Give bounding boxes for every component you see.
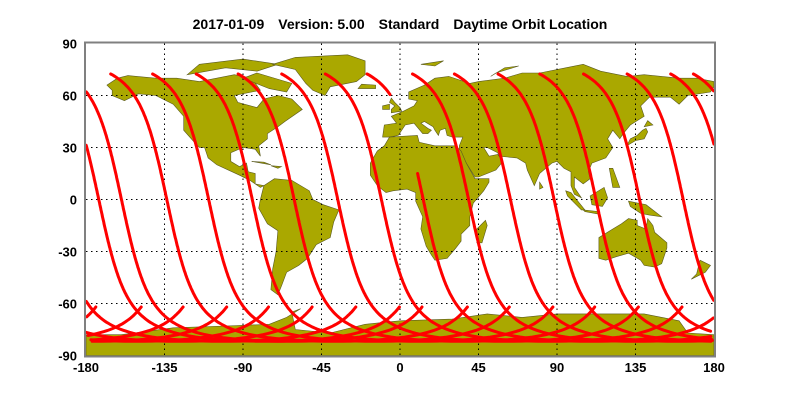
- title-date: 2017-01-09: [192, 16, 265, 32]
- land-sri-lanka: [539, 181, 544, 190]
- land-greenland: [271, 54, 366, 96]
- land-cuba: [251, 161, 272, 166]
- land-svalbard: [420, 60, 444, 67]
- orbit-track: [669, 72, 714, 146]
- y-tick-label: -90: [58, 349, 77, 364]
- land-iceland: [357, 83, 376, 89]
- land-ireland: [382, 103, 390, 110]
- x-tick-label: 0: [396, 360, 403, 375]
- orbit-track: [236, 72, 597, 343]
- x-tick-label: -135: [151, 360, 177, 375]
- orbit-track: [538, 72, 713, 341]
- land-japan: [626, 127, 649, 147]
- x-tick-label: -180: [73, 360, 99, 375]
- orbit-tracks: [86, 72, 714, 343]
- land-eurasia: [382, 63, 714, 199]
- land-borneo: [589, 186, 608, 207]
- land-australia: [598, 217, 668, 268]
- orbit-track: [496, 72, 713, 343]
- y-tick-label: 90: [63, 37, 77, 52]
- orbit-track: [86, 300, 358, 343]
- orbit-track: [86, 305, 143, 337]
- y-tick-label: 0: [70, 193, 77, 208]
- land-novaya-zemlya: [490, 65, 519, 77]
- orbit-track: [582, 72, 713, 333]
- orbit-track: [90, 305, 185, 342]
- land-uk: [389, 97, 403, 114]
- title-description: Daytime Orbit Location: [453, 16, 608, 32]
- x-axis-ticks: -180 -135 -90 -45 0 45 90 135 180: [73, 360, 725, 375]
- y-tick-label: -60: [58, 297, 77, 312]
- x-tick-label: 45: [471, 360, 485, 375]
- x-tick-label: 135: [625, 360, 647, 375]
- title-version: Version: 5.00: [278, 16, 365, 32]
- x-tick-label: -45: [312, 360, 331, 375]
- orbit-track: [280, 72, 640, 343]
- y-tick-label: -30: [58, 245, 77, 260]
- land-java: [582, 209, 600, 215]
- land-south-america: [258, 178, 340, 296]
- orbit-track: [416, 172, 714, 343]
- y-tick-label: 60: [63, 89, 77, 104]
- y-axis-ticks: 90 60 30 0 -30 -60 -90: [58, 37, 77, 364]
- land-canadian-archipelago: [186, 58, 278, 76]
- plot-frame: [84, 41, 716, 358]
- land-north-america: [106, 74, 303, 188]
- land-new-guinea: [628, 200, 663, 218]
- x-tick-label: 180: [703, 360, 725, 375]
- land-hispaniola: [270, 165, 283, 169]
- orbit-track: [194, 72, 555, 343]
- x-tick-label: -90: [234, 360, 253, 375]
- land-africa: [369, 135, 490, 261]
- title-product: Standard: [378, 16, 440, 32]
- orbit-track: [452, 72, 714, 343]
- orbit-track: [86, 90, 424, 343]
- orbit-track: [86, 305, 314, 343]
- orbit-track: [691, 72, 714, 93]
- x-tick-label: 90: [550, 360, 564, 375]
- y-tick-label: 30: [63, 141, 77, 156]
- orbit-track: [411, 72, 713, 343]
- chart-title: 2017-01-09 Version: 5.00 Standard Daytime O…: [0, 16, 800, 32]
- orbit-track: [365, 72, 392, 96]
- orbit-track: [625, 72, 714, 302]
- orbit-track: [323, 72, 684, 343]
- orbit-track: [86, 305, 98, 319]
- land-philippines: [608, 168, 621, 188]
- land-hokkaido: [643, 120, 654, 128]
- land-antarctica: [86, 308, 714, 356]
